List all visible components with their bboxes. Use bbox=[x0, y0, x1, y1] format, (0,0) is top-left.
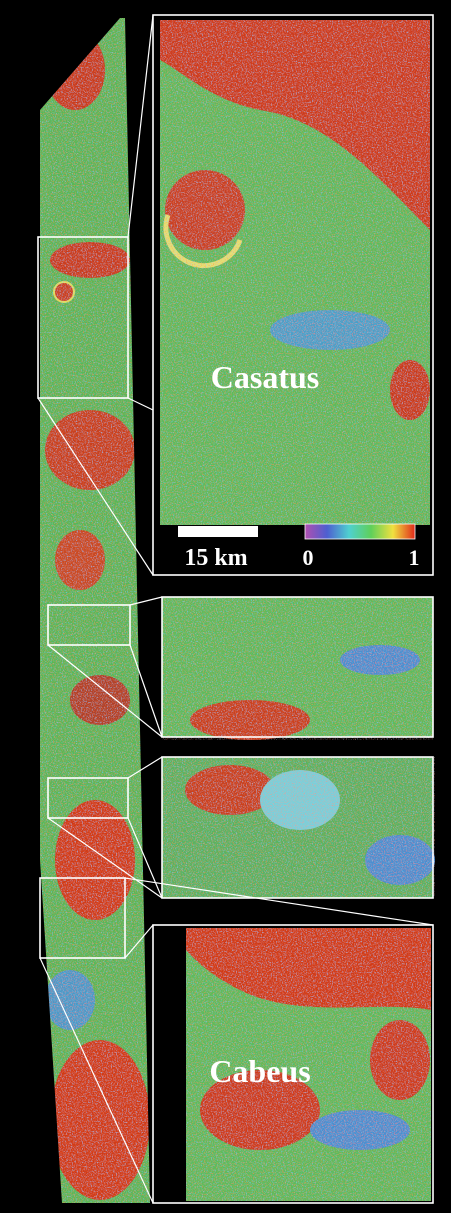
inset-label: Casatus bbox=[211, 359, 319, 395]
inset-image bbox=[162, 597, 433, 740]
colorbar bbox=[305, 524, 415, 539]
inset-image bbox=[162, 757, 435, 898]
scale-label: 15 km bbox=[184, 545, 247, 571]
colorbar-max: 1 bbox=[409, 545, 420, 570]
connector bbox=[128, 15, 153, 237]
colorbar-min: 0 bbox=[303, 545, 314, 570]
scale-bar bbox=[178, 526, 258, 537]
inset-image bbox=[160, 20, 430, 525]
image-strip bbox=[30, 10, 160, 1210]
figure: Casatus 15 km 0 1 Cabeus bbox=[0, 0, 451, 1213]
inset-label: Cabeus bbox=[209, 1053, 310, 1089]
